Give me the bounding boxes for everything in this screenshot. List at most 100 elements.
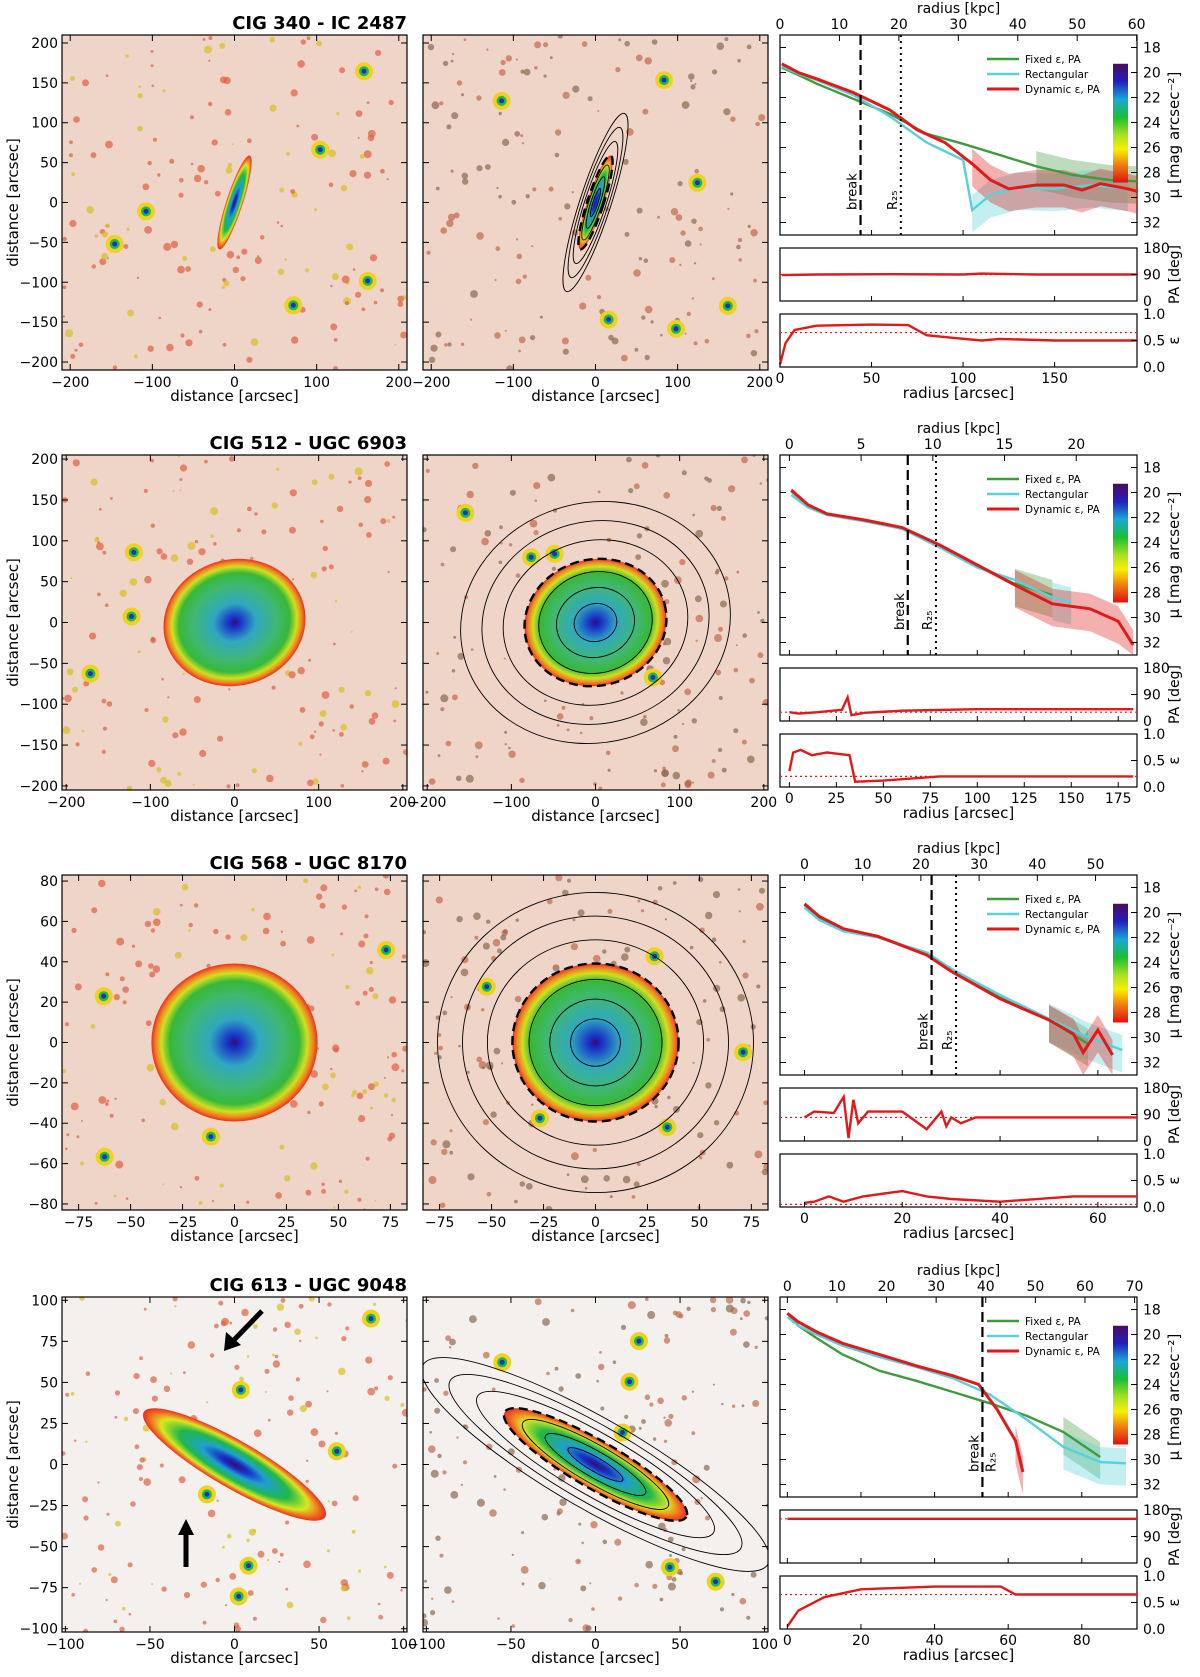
background-source <box>544 699 547 703</box>
background-source <box>651 39 658 45</box>
background-source <box>340 1579 348 1587</box>
background-source <box>126 227 130 231</box>
background-source <box>504 730 508 734</box>
background-source <box>368 986 374 992</box>
x-tick-label: −25 <box>529 1215 559 1231</box>
background-source <box>179 478 183 481</box>
background-source <box>621 354 628 362</box>
background-source <box>198 548 206 556</box>
background-source <box>224 1604 228 1607</box>
background-source <box>272 1327 278 1332</box>
background-source <box>374 1386 379 1391</box>
background-source <box>446 124 452 130</box>
background-source <box>113 993 121 1001</box>
background-source <box>300 39 306 45</box>
background-source <box>501 1062 504 1065</box>
background-source <box>585 1625 592 1632</box>
background-source <box>520 69 525 74</box>
background-source <box>305 1189 312 1196</box>
background-source <box>624 231 630 237</box>
background-source <box>219 76 227 84</box>
image-content <box>62 36 407 370</box>
eps-axis-label: ε <box>1165 1598 1183 1606</box>
background-source <box>635 54 643 62</box>
y-tick-label: 50 <box>40 156 58 172</box>
background-source <box>670 208 679 216</box>
background-source <box>331 953 335 957</box>
image-content <box>423 1297 768 1632</box>
background-source <box>116 937 125 946</box>
background-source <box>442 60 449 67</box>
background-source <box>554 152 560 158</box>
pa-tick-label: 180 <box>1143 1503 1170 1519</box>
background-source <box>460 968 469 977</box>
background-source <box>724 37 729 42</box>
background-source <box>222 1545 225 1549</box>
background-source <box>750 229 758 237</box>
eps-tick-label: 1.0 <box>1143 307 1165 323</box>
background-source <box>692 513 695 517</box>
background-source <box>711 277 715 281</box>
star-core <box>290 302 296 308</box>
background-source <box>170 554 179 562</box>
star-core <box>317 147 323 153</box>
star-core <box>238 1387 244 1393</box>
background-source <box>150 636 156 642</box>
background-source <box>378 1614 384 1620</box>
mu-frame <box>779 34 1138 236</box>
background-source <box>664 918 668 921</box>
background-source <box>203 180 209 185</box>
background-source <box>750 1571 757 1578</box>
profile-panels: break R₂₅ Fixed ε, PA Rectangular Dynamic ε,… <box>779 841 1183 1242</box>
background-source <box>435 186 440 191</box>
background-source <box>96 542 104 551</box>
background-source <box>251 768 257 774</box>
background-source <box>262 927 270 935</box>
background-source <box>543 42 549 48</box>
background-source <box>691 718 697 724</box>
background-source <box>349 170 357 178</box>
background-source <box>290 1100 298 1108</box>
background-source <box>592 1147 597 1153</box>
background-source <box>711 937 717 942</box>
ellipticity-panel: 0.0 0.5 1.0 ε 0 25 50 75 100 125 150 175 radius [arc… <box>779 650 1183 822</box>
background-source <box>339 67 346 74</box>
galaxy-title: CIG 568 - UGC 8170 <box>210 853 408 874</box>
background-source <box>179 178 184 183</box>
background-source <box>370 1106 374 1110</box>
background-source <box>229 1573 237 1580</box>
background-source <box>108 1573 112 1576</box>
background-source <box>461 956 469 964</box>
background-source <box>529 519 538 528</box>
background-source <box>112 365 118 370</box>
background-source <box>442 1470 447 1475</box>
background-source <box>307 779 314 787</box>
mu-tick-label: 28 <box>1143 1428 1161 1444</box>
background-source <box>101 698 107 704</box>
background-source <box>640 909 645 913</box>
isophote-ellipse <box>589 187 602 218</box>
background-source <box>122 1000 127 1005</box>
background-source <box>306 36 311 41</box>
background-source <box>430 1139 437 1146</box>
background-source <box>755 121 760 127</box>
background-source <box>83 1628 89 1632</box>
r25-label: R₂₅ <box>941 1031 956 1050</box>
radius-tick-label: 75 <box>921 791 939 807</box>
x-tick-label: 50 <box>671 1637 689 1653</box>
background-source <box>330 284 333 288</box>
background-source <box>311 479 318 485</box>
background-source <box>162 89 166 93</box>
eps-tick-label: 0.0 <box>1143 1622 1165 1638</box>
background-source <box>312 778 319 785</box>
background-source <box>367 134 375 142</box>
background-source <box>684 240 692 247</box>
background-source <box>590 1521 598 1529</box>
background-source <box>340 723 347 731</box>
kpc-tick-label: 40 <box>977 1279 995 1295</box>
background-source <box>764 1316 768 1321</box>
background-source <box>442 1010 448 1016</box>
x-tick-label: −100 <box>131 795 169 811</box>
